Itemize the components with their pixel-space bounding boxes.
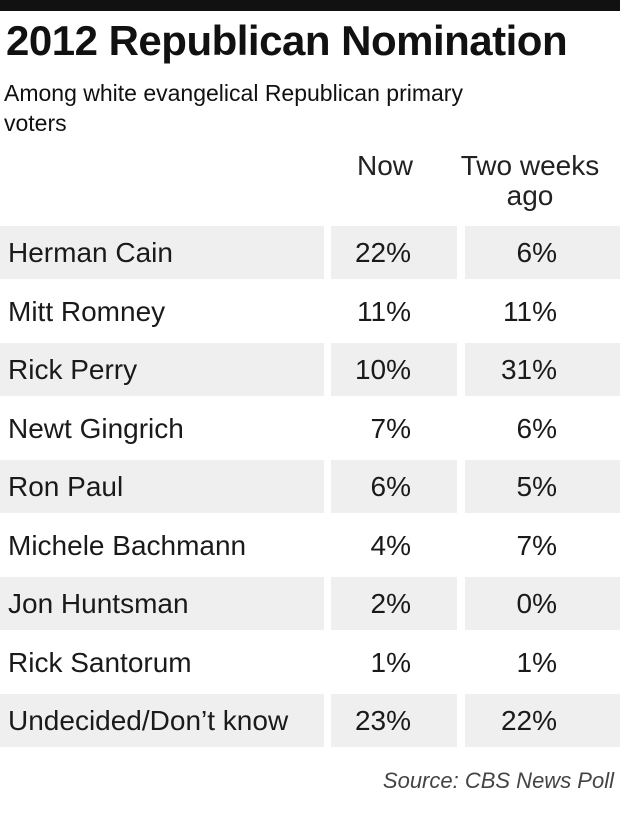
table-row: Michele Bachmann 4% 7% bbox=[0, 517, 620, 576]
source-note: Source: CBS News Poll bbox=[382, 768, 614, 793]
table-row: Ron Paul 6% 5% bbox=[0, 458, 620, 517]
now-value: 23% bbox=[331, 694, 457, 747]
table-row: Rick Santorum 1% 1% bbox=[0, 634, 620, 693]
two-weeks-ago-value: 1% bbox=[516, 646, 557, 678]
two-weeks-ago-value: 7% bbox=[516, 529, 557, 561]
candidate-name: Newt Gingrich bbox=[8, 412, 184, 444]
two-weeks-ago-value: 5% bbox=[465, 460, 620, 513]
candidate-name: Jon Huntsman bbox=[0, 577, 324, 630]
results-table: Herman Cain 22% 6% Mitt Romney 11% 11% Rick Pe… bbox=[0, 224, 620, 751]
candidate-name: Undecided/Don’t know bbox=[0, 694, 324, 747]
candidate-name: Herman Cain bbox=[0, 226, 324, 279]
two-weeks-ago-value: 11% bbox=[503, 295, 557, 327]
now-value: 7% bbox=[370, 412, 411, 444]
candidate-name: Michele Bachmann bbox=[8, 529, 247, 561]
candidate-name: Ron Paul bbox=[0, 460, 324, 513]
two-weeks-ago-value: 31% bbox=[465, 343, 620, 396]
table-row: Jon Huntsman 2% 0% bbox=[0, 575, 620, 634]
now-value: 4% bbox=[370, 529, 411, 561]
two-weeks-ago-value: 22% bbox=[465, 694, 620, 747]
candidate-name: Rick Santorum bbox=[8, 646, 192, 678]
now-value: 2% bbox=[331, 577, 457, 630]
table-row: Herman Cain 22% 6% bbox=[0, 224, 620, 283]
candidate-name: Rick Perry bbox=[0, 343, 324, 396]
now-value: 6% bbox=[331, 460, 457, 513]
table-row: Undecided/Don’t know 23% 22% bbox=[0, 692, 620, 751]
column-header-now: Now bbox=[356, 150, 413, 181]
table-row: Mitt Romney 11% 11% bbox=[0, 283, 620, 342]
column-header-two-weeks-ago: Two weeks ago bbox=[460, 150, 600, 211]
two-weeks-ago-value: 0% bbox=[465, 577, 620, 630]
top-rule bbox=[0, 0, 620, 11]
two-weeks-ago-value: 6% bbox=[465, 226, 620, 279]
chart-title: 2012 Republican Nomination bbox=[6, 17, 568, 64]
table-row: Rick Perry 10% 31% bbox=[0, 341, 620, 400]
now-value: 1% bbox=[370, 646, 411, 678]
chart-subtitle: Among white evangelical Republican prima… bbox=[4, 80, 463, 136]
candidate-name: Mitt Romney bbox=[8, 295, 166, 327]
now-value: 11% bbox=[357, 295, 411, 327]
now-value: 22% bbox=[331, 226, 457, 279]
two-weeks-ago-value: 6% bbox=[516, 412, 557, 444]
now-value: 10% bbox=[331, 343, 457, 396]
table-row: Newt Gingrich 7% 6% bbox=[0, 400, 620, 459]
